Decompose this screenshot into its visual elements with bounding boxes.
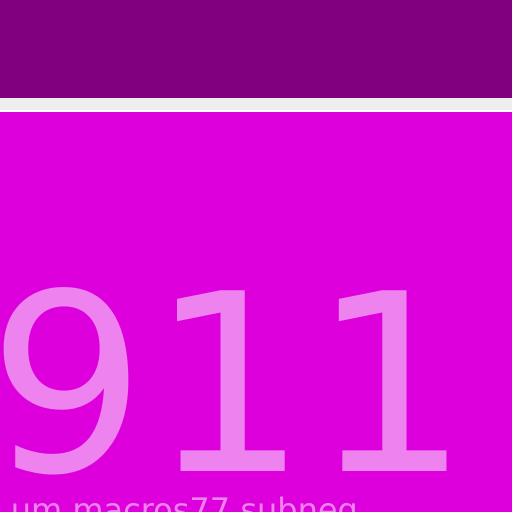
tile-number: 911	[0, 242, 474, 512]
tile-caption: t um macros77 subneg	[0, 491, 358, 512]
header-bar	[0, 0, 512, 98]
header-separator	[0, 98, 512, 112]
live-tile[interactable]: 911 t um macros77 subneg	[0, 112, 512, 512]
